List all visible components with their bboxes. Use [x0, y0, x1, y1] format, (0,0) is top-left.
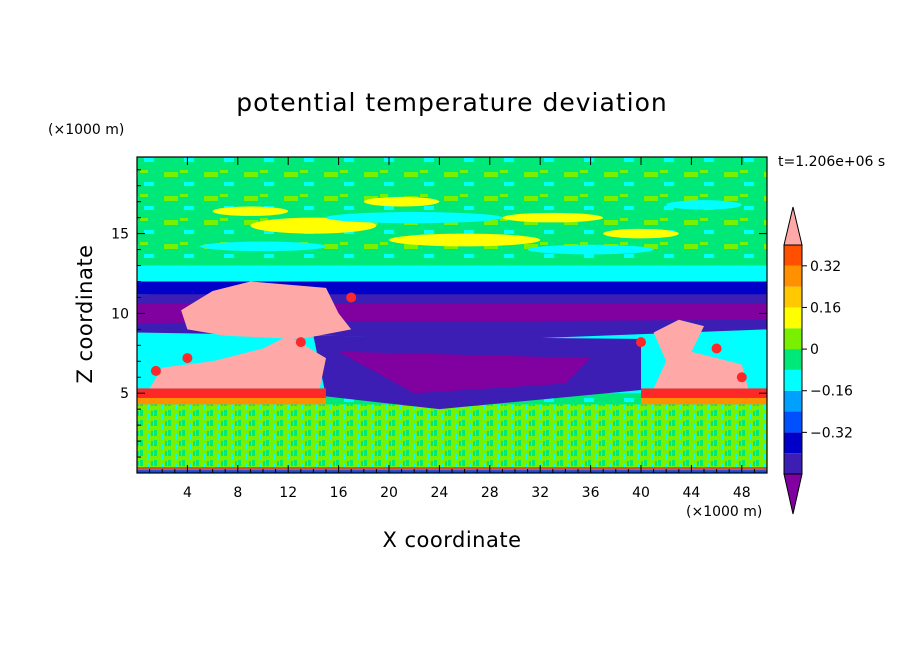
- warm-plume-lower-left: [149, 335, 326, 389]
- warm-speck: [736, 372, 747, 383]
- warm-speck: [182, 353, 193, 364]
- colorbar-bin: [784, 286, 802, 308]
- yellow-streak: [363, 196, 440, 207]
- x-tick-label: 40: [632, 485, 650, 501]
- warm-speck: [711, 343, 722, 354]
- colorbar-tick-label: 0.16: [810, 300, 841, 316]
- orange-surface-left: [137, 397, 326, 405]
- x-tick-label: 32: [531, 485, 549, 501]
- yellow-streak: [250, 217, 377, 234]
- plot-area: [136, 156, 768, 474]
- yellow-streak: [389, 233, 541, 247]
- colorbar-bin: [784, 453, 802, 474]
- colorbar-bin: [784, 245, 802, 266]
- x-unit-label: (×1000 m): [686, 504, 762, 520]
- warm-plume-upper-left: [181, 281, 352, 339]
- warm-speck: [346, 292, 357, 303]
- cyan-streak: [666, 200, 742, 210]
- colorbar-tick-label: −0.32: [810, 425, 853, 441]
- lower-layer: [137, 404, 767, 468]
- yellow-streak: [212, 206, 289, 217]
- colorbar-tick-label: 0.32: [810, 259, 841, 275]
- y-tick-label: 10: [111, 306, 129, 322]
- cold-core-lower: [338, 351, 591, 394]
- warm-plume-right: [653, 319, 749, 389]
- x-tick-label: 36: [582, 485, 600, 501]
- colorbar-frame: [783, 244, 803, 475]
- warm-speck: [295, 337, 306, 348]
- x-axis-title: X coordinate: [382, 528, 521, 552]
- colorbar-bin: [784, 390, 802, 412]
- warm-surface-right: [641, 388, 767, 398]
- y-ticks: 5 10 15: [111, 169, 767, 458]
- x-tick-label: 4: [183, 485, 192, 501]
- colorbar-max-extend: [783, 206, 803, 246]
- time-label: t=1.206e+06 s: [778, 154, 885, 170]
- y-unit-label: (×1000 m): [48, 122, 124, 138]
- colorbar-min-extend: [783, 473, 803, 515]
- colorbar-tick-label: 0: [810, 342, 819, 358]
- yellow-streak: [603, 228, 679, 239]
- colorbar-bin: [784, 411, 802, 433]
- field: [137, 157, 767, 473]
- colorbar: 0.32 0.16 0 −0.16 −0.32: [783, 206, 853, 515]
- x-ticks: 4 8 12 16 20 24 28 32 36 40 44 48: [149, 157, 755, 501]
- y-tick-label: 15: [111, 227, 129, 243]
- y-axis-title: Z coordinate: [73, 244, 97, 383]
- colorbar-bin: [784, 432, 802, 454]
- warm-speck: [636, 337, 646, 348]
- x-tick-label: 44: [682, 485, 700, 501]
- warm-surface-left: [137, 388, 326, 398]
- colorbar-bin: [784, 328, 802, 350]
- cyan-streak: [326, 212, 503, 224]
- yellow-streak: [502, 212, 604, 223]
- x-tick-label: 24: [430, 485, 448, 501]
- colorbar-bin: [784, 349, 802, 370]
- warm-speck: [150, 365, 161, 376]
- colorbar-bin: [784, 307, 802, 329]
- orange-surface-right: [641, 397, 767, 405]
- x-tick-label: 16: [330, 485, 348, 501]
- x-tick-label: 48: [733, 485, 751, 501]
- chart-title: potential temperature deviation: [236, 88, 667, 117]
- colorbar-bin: [784, 265, 802, 287]
- x-tick-label: 8: [233, 485, 242, 501]
- cyan-streak: [527, 244, 654, 255]
- x-tick-label: 20: [380, 485, 398, 501]
- x-tick-label: 28: [481, 485, 499, 501]
- x-tick-label: 12: [279, 485, 297, 501]
- colorbar-bin: [784, 369, 802, 391]
- y-tick-label: 5: [120, 386, 129, 402]
- colorbar-tick-label: −0.16: [810, 384, 853, 400]
- cyan-streak: [200, 241, 326, 252]
